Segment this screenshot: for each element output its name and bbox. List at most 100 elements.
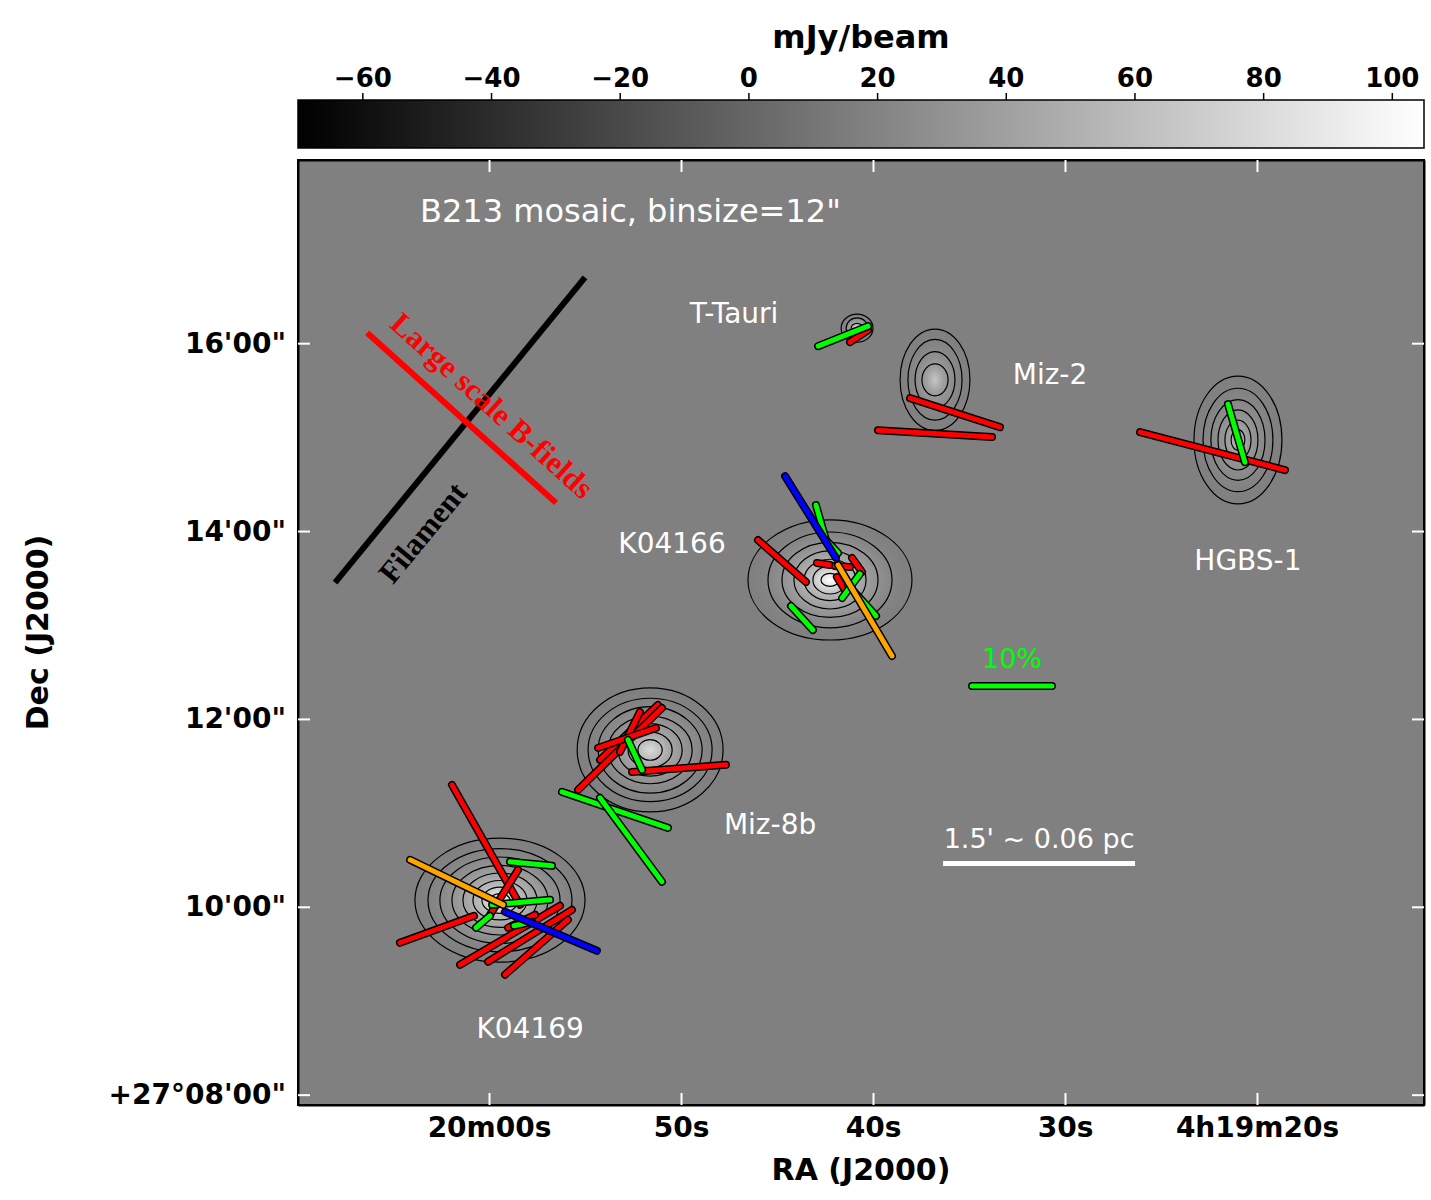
y-axis-right-tick-mark bbox=[1412, 718, 1424, 720]
source-label: HGBS-1 bbox=[1194, 544, 1301, 577]
vector-outline bbox=[758, 540, 806, 582]
colorbar-tick-label: −20 bbox=[591, 63, 649, 93]
colorbar-tick-label: 60 bbox=[1117, 63, 1153, 93]
vector-outline bbox=[910, 398, 1000, 427]
x-axis-tick-label: 30s bbox=[1038, 1111, 1094, 1144]
y-axis-tick-label: 16'00" bbox=[185, 327, 286, 360]
reference-vector-outline bbox=[972, 682, 1052, 690]
vector-outline bbox=[791, 606, 813, 630]
contour bbox=[1211, 400, 1265, 481]
colorbar-tick-label: 80 bbox=[1246, 63, 1282, 93]
y-axis-tick-mark bbox=[298, 1094, 310, 1096]
vector-outline bbox=[817, 563, 830, 565]
y-axis-right-tick-mark bbox=[1412, 906, 1424, 908]
y-axis-right-tick-mark bbox=[1412, 531, 1424, 533]
colorbar-tick-label: 20 bbox=[859, 63, 895, 93]
contour bbox=[638, 740, 662, 761]
contour bbox=[748, 520, 912, 640]
y-axis-right-tick bbox=[1412, 343, 1424, 344]
y-axis-right-tick bbox=[1412, 719, 1424, 720]
vector-outline bbox=[400, 916, 474, 943]
vector-series bbox=[505, 476, 836, 951]
colorbar-tick: −40 bbox=[463, 63, 521, 100]
vector-outline bbox=[878, 430, 992, 437]
annotation-label: Filament bbox=[371, 475, 474, 590]
x-axis-title: RA (J2000) bbox=[772, 1152, 951, 1187]
y-axis-tick-mark bbox=[298, 718, 310, 720]
colorbar-tick: 100 bbox=[1365, 63, 1419, 100]
polarization-vector bbox=[505, 912, 597, 951]
vector-outline bbox=[578, 708, 662, 790]
vector-outline bbox=[818, 326, 868, 346]
contour bbox=[588, 698, 712, 801]
x-axis-tick-label: 50s bbox=[654, 1111, 710, 1144]
x-axis-top-tick bbox=[489, 160, 490, 172]
source-label: Miz-2 bbox=[1013, 358, 1088, 391]
colorbar-axis: −60 −40 −20 0 20 40 60 80 100 bbox=[299, 63, 1425, 101]
polarization-vector bbox=[476, 916, 490, 928]
vector-outline bbox=[785, 476, 836, 558]
colorbar-tick-mark bbox=[1134, 93, 1136, 100]
x-axis-top-tick bbox=[1257, 160, 1258, 172]
x-axis-top-tick-mark bbox=[872, 160, 874, 172]
x-axis-line bbox=[299, 1105, 1425, 1107]
y-axis-right-tick-mark bbox=[1412, 1094, 1424, 1096]
x-axis-top-line bbox=[299, 160, 1425, 162]
colorbar-axis-line bbox=[299, 100, 1425, 101]
polarization-vector bbox=[628, 740, 642, 770]
y-axis-tick-label: 12'00" bbox=[185, 702, 286, 735]
y-axis-tick-mark bbox=[298, 531, 310, 533]
colorbar-tick-mark bbox=[491, 93, 493, 100]
emission-peak bbox=[1194, 376, 1282, 504]
x-axis-tick-label: 4h19m20s bbox=[1176, 1111, 1339, 1144]
vector-outline bbox=[838, 565, 892, 656]
polarization-vector bbox=[758, 540, 806, 582]
x-axis: 20m00s50s40s30s4h19m20s bbox=[299, 1093, 1425, 1144]
vector-outline bbox=[1140, 432, 1285, 470]
colorbar-tick-mark bbox=[1392, 93, 1394, 100]
source-label: K04169 bbox=[476, 1012, 583, 1045]
colorbar-tick: 0 bbox=[740, 63, 758, 100]
vector-outline bbox=[628, 740, 642, 770]
scale-bar bbox=[943, 861, 1135, 866]
x-axis-top-tick bbox=[1065, 160, 1066, 172]
contour bbox=[577, 688, 723, 812]
y-axis-tick: 12'00" bbox=[185, 702, 310, 735]
colorbar-tick-mark bbox=[1006, 93, 1008, 100]
vector-outline bbox=[1228, 404, 1245, 462]
polarization-vector bbox=[600, 798, 662, 882]
y-axis-right-tick bbox=[1412, 907, 1424, 908]
colorbar-tick: 40 bbox=[988, 63, 1024, 100]
colorbar-tick-label: 40 bbox=[988, 63, 1024, 93]
x-axis-tick: 4h19m20s bbox=[1176, 1093, 1339, 1144]
annotation-label: Large scale B-fields bbox=[384, 305, 601, 505]
x-axis-top-tick-mark bbox=[1256, 160, 1258, 172]
chart-root: −60−40−20020406080100mJy/beam20m00s50s40… bbox=[0, 0, 1431, 1200]
vector-outline bbox=[410, 860, 503, 905]
vector-outline bbox=[632, 765, 726, 772]
contour bbox=[922, 364, 948, 396]
plot-texts: B213 mosaic, binsize=12"T-TauriMiz-2HGBS… bbox=[371, 192, 1301, 1045]
polarization-vector bbox=[852, 558, 862, 572]
y-axis-tick: 10'00" bbox=[185, 890, 310, 923]
colorbar-tick-label: 0 bbox=[740, 63, 758, 93]
y-axis-tick: +27°08'00" bbox=[108, 1078, 310, 1111]
x-axis-tick-mark bbox=[1064, 1093, 1066, 1105]
vector-outline bbox=[476, 916, 490, 928]
image-background bbox=[298, 160, 1424, 1105]
x-axis-tick-mark bbox=[489, 1093, 491, 1105]
y-axis-line bbox=[298, 161, 300, 1106]
y-axis-right-tick bbox=[1412, 531, 1424, 532]
polarization-vector bbox=[910, 398, 1000, 427]
y-axis-right-tick bbox=[1412, 1095, 1424, 1096]
source-label: K04166 bbox=[618, 527, 725, 560]
polarization-vector bbox=[510, 862, 552, 866]
polarization-vector bbox=[791, 606, 813, 630]
x-axis-top-tick-mark bbox=[681, 160, 683, 172]
colorbar-tick-label: −60 bbox=[334, 63, 392, 93]
y-axis-right-line bbox=[1424, 161, 1426, 1106]
contour bbox=[1203, 388, 1273, 491]
colorbar-tick-mark bbox=[1263, 93, 1265, 100]
x-axis-top-tick-mark bbox=[489, 160, 491, 172]
polarization-vector bbox=[838, 565, 892, 656]
